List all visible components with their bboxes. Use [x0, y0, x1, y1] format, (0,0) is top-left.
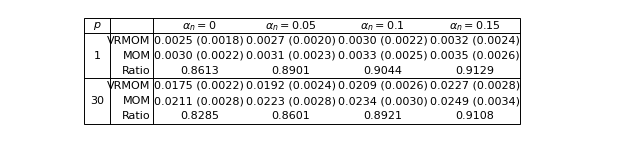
Text: 0.0033 (0.0025): 0.0033 (0.0025)	[338, 51, 428, 61]
Text: 0.0030 (0.0022): 0.0030 (0.0022)	[154, 51, 244, 61]
Text: 0.0249 (0.0034): 0.0249 (0.0034)	[429, 96, 520, 106]
Text: 0.9108: 0.9108	[455, 111, 494, 121]
Text: 0.0175 (0.0022): 0.0175 (0.0022)	[154, 81, 244, 91]
Text: 0.9129: 0.9129	[455, 66, 494, 76]
Text: $\alpha_n = 0.15$: $\alpha_n = 0.15$	[449, 19, 500, 33]
Text: 0.0031 (0.0023): 0.0031 (0.0023)	[246, 51, 336, 61]
Text: 0.0030 (0.0022): 0.0030 (0.0022)	[338, 36, 428, 46]
Text: 0.0209 (0.0026): 0.0209 (0.0026)	[338, 81, 428, 91]
Text: 0.0223 (0.0028): 0.0223 (0.0028)	[246, 96, 336, 106]
Text: 0.9044: 0.9044	[364, 66, 403, 76]
Text: MOM: MOM	[122, 96, 150, 106]
Text: 0.0234 (0.0030): 0.0234 (0.0030)	[338, 96, 428, 106]
Text: 0.0192 (0.0024): 0.0192 (0.0024)	[246, 81, 336, 91]
Text: $\alpha_n = 0.05$: $\alpha_n = 0.05$	[265, 19, 317, 33]
Text: 0.0035 (0.0026): 0.0035 (0.0026)	[429, 51, 520, 61]
Text: VRMOM: VRMOM	[107, 36, 150, 46]
Text: 1: 1	[93, 51, 100, 61]
Text: 0.8901: 0.8901	[271, 66, 310, 76]
Text: 0.0025 (0.0018): 0.0025 (0.0018)	[154, 36, 244, 46]
Text: 0.8921: 0.8921	[364, 111, 403, 121]
Text: 0.0027 (0.0020): 0.0027 (0.0020)	[246, 36, 336, 46]
Text: 0.8601: 0.8601	[271, 111, 310, 121]
Bar	[84, 18, 520, 124]
Text: $\alpha_n = 0.1$: $\alpha_n = 0.1$	[360, 19, 405, 33]
Text: 30: 30	[90, 96, 104, 106]
Text: MOM: MOM	[122, 51, 150, 61]
Text: Ratio: Ratio	[122, 111, 150, 121]
Text: $p$: $p$	[93, 20, 101, 32]
Text: $\alpha_n = 0$: $\alpha_n = 0$	[182, 19, 216, 33]
Text: Ratio: Ratio	[122, 66, 150, 76]
Text: 0.8613: 0.8613	[180, 66, 219, 76]
Text: 0.0032 (0.0024): 0.0032 (0.0024)	[429, 36, 520, 46]
Text: VRMOM: VRMOM	[107, 81, 150, 91]
Text: 0.0211 (0.0028): 0.0211 (0.0028)	[154, 96, 244, 106]
Text: 0.8285: 0.8285	[180, 111, 219, 121]
Text: 0.0227 (0.0028): 0.0227 (0.0028)	[429, 81, 520, 91]
